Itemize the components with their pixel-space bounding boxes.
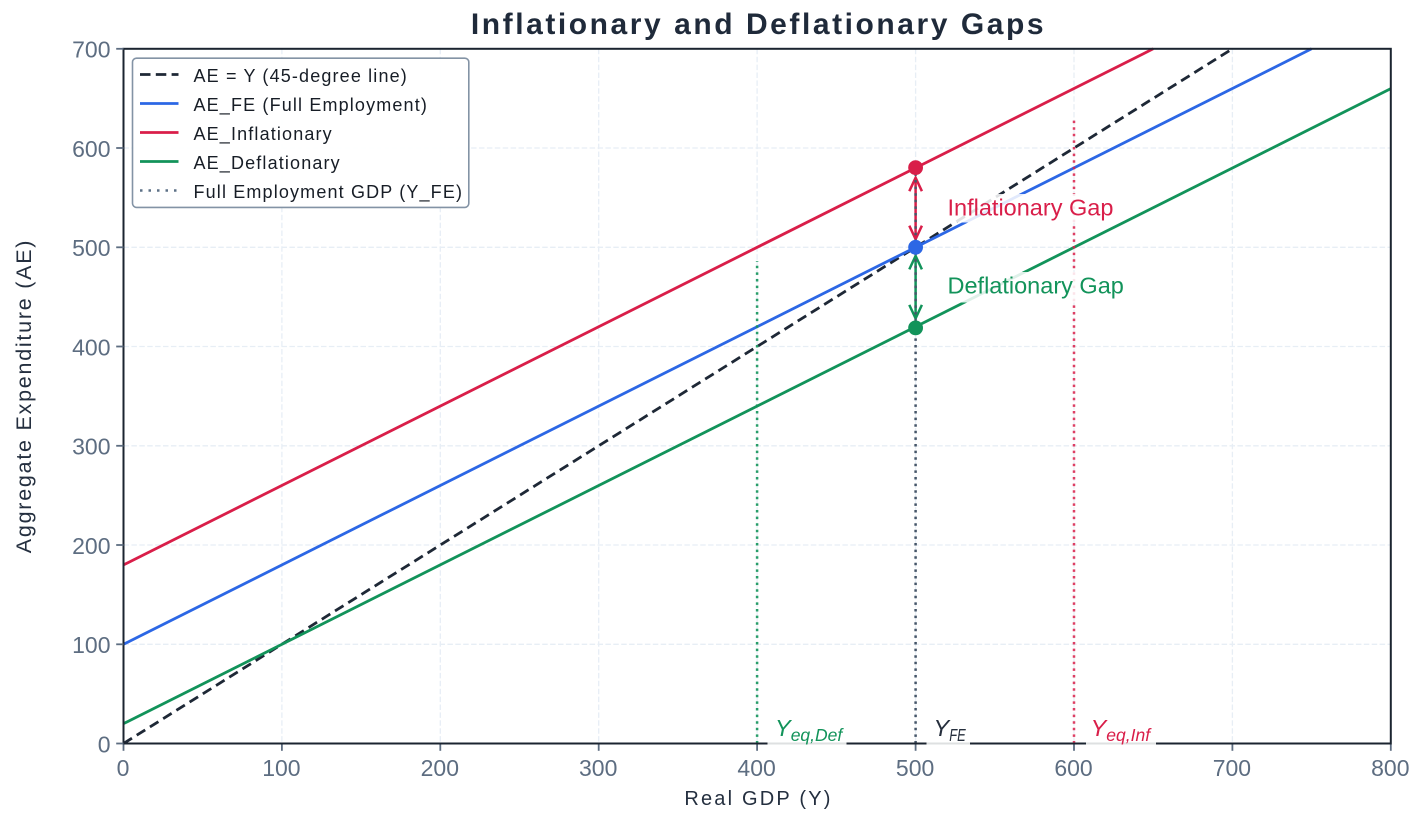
svg-text:300: 300 xyxy=(579,755,617,781)
svg-text:AE_Deflationary: AE_Deflationary xyxy=(194,153,341,174)
svg-text:Deflationary Gap: Deflationary Gap xyxy=(948,273,1124,299)
svg-text:Full Employment GDP (Y_FE): Full Employment GDP (Y_FE) xyxy=(194,182,464,203)
svg-text:100: 100 xyxy=(72,632,110,658)
svg-text:Aggregate Expenditure (AE): Aggregate Expenditure (AE) xyxy=(12,239,36,553)
svg-text:700: 700 xyxy=(72,37,110,63)
svg-text:100: 100 xyxy=(262,755,300,781)
svg-text:200: 200 xyxy=(72,533,110,559)
svg-text:500: 500 xyxy=(896,755,934,781)
svg-text:0: 0 xyxy=(98,731,111,757)
svg-text:700: 700 xyxy=(1213,755,1251,781)
svg-text:200: 200 xyxy=(421,755,459,781)
svg-text:400: 400 xyxy=(72,334,110,360)
svg-text:800: 800 xyxy=(1371,755,1409,781)
svg-text:0: 0 xyxy=(117,755,130,781)
svg-text:600: 600 xyxy=(72,136,110,162)
svg-text:AE_FE (Full Employment): AE_FE (Full Employment) xyxy=(194,95,429,116)
svg-text:AE = Y (45-degree line): AE = Y (45-degree line) xyxy=(194,66,408,86)
svg-text:Inflationary and Deflationary: Inflationary and Deflationary Gaps xyxy=(471,8,1046,41)
svg-text:600: 600 xyxy=(1054,755,1092,781)
svg-text:400: 400 xyxy=(737,755,775,781)
svg-text:AE_Inflationary: AE_Inflationary xyxy=(194,124,333,145)
svg-text:Inflationary Gap: Inflationary Gap xyxy=(948,195,1114,221)
svg-text:500: 500 xyxy=(72,235,110,261)
svg-text:300: 300 xyxy=(72,434,110,460)
svg-text:Real GDP (Y): Real GDP (Y) xyxy=(684,788,832,810)
